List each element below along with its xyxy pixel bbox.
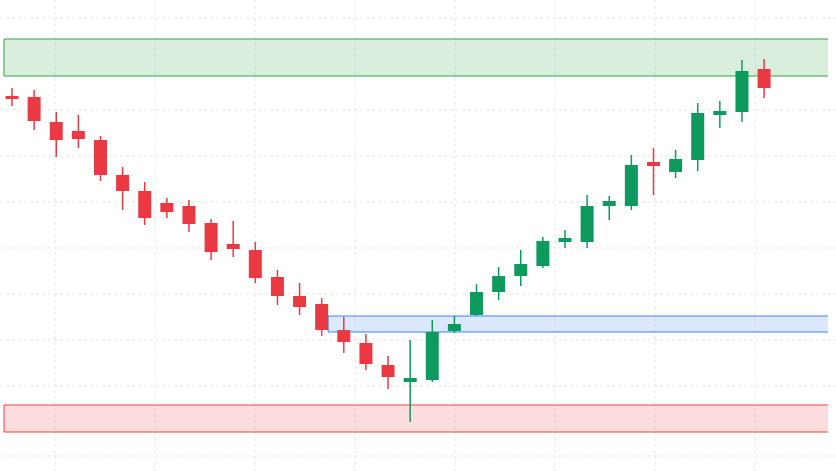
candle-body (248, 250, 262, 278)
candle-body (138, 191, 152, 218)
candle-body (337, 330, 351, 342)
candle-body (270, 277, 284, 296)
candle-body (49, 122, 63, 140)
candle-body (226, 244, 240, 249)
candle-body (160, 203, 174, 212)
candle-body (93, 140, 107, 175)
candle-body (669, 159, 683, 172)
zone (328, 316, 828, 332)
candle-body (691, 113, 705, 160)
candle-body (646, 162, 660, 166)
candle-body (735, 71, 749, 112)
candle-body (536, 241, 550, 266)
candle-body (5, 96, 19, 99)
candle-body (204, 223, 218, 252)
candle-body (403, 378, 417, 382)
candle-body (315, 304, 329, 330)
candle-body (71, 131, 85, 139)
candle-body (381, 365, 395, 377)
candle-body (447, 324, 461, 331)
candle-body (558, 238, 572, 242)
candle-body (293, 296, 307, 307)
candle-body (514, 264, 528, 276)
zone (4, 405, 828, 432)
candle-body (580, 206, 594, 242)
candle-body (116, 175, 130, 191)
candle-body (470, 292, 484, 315)
candle-body (713, 111, 727, 115)
candle-body (27, 97, 41, 121)
candle-body (425, 332, 439, 380)
candle-body (492, 276, 506, 292)
candle-body (359, 343, 373, 364)
zone (4, 39, 828, 76)
candle-body (624, 165, 638, 206)
candle-body (602, 201, 616, 206)
candle-body (757, 69, 771, 88)
candle-body (182, 206, 196, 224)
